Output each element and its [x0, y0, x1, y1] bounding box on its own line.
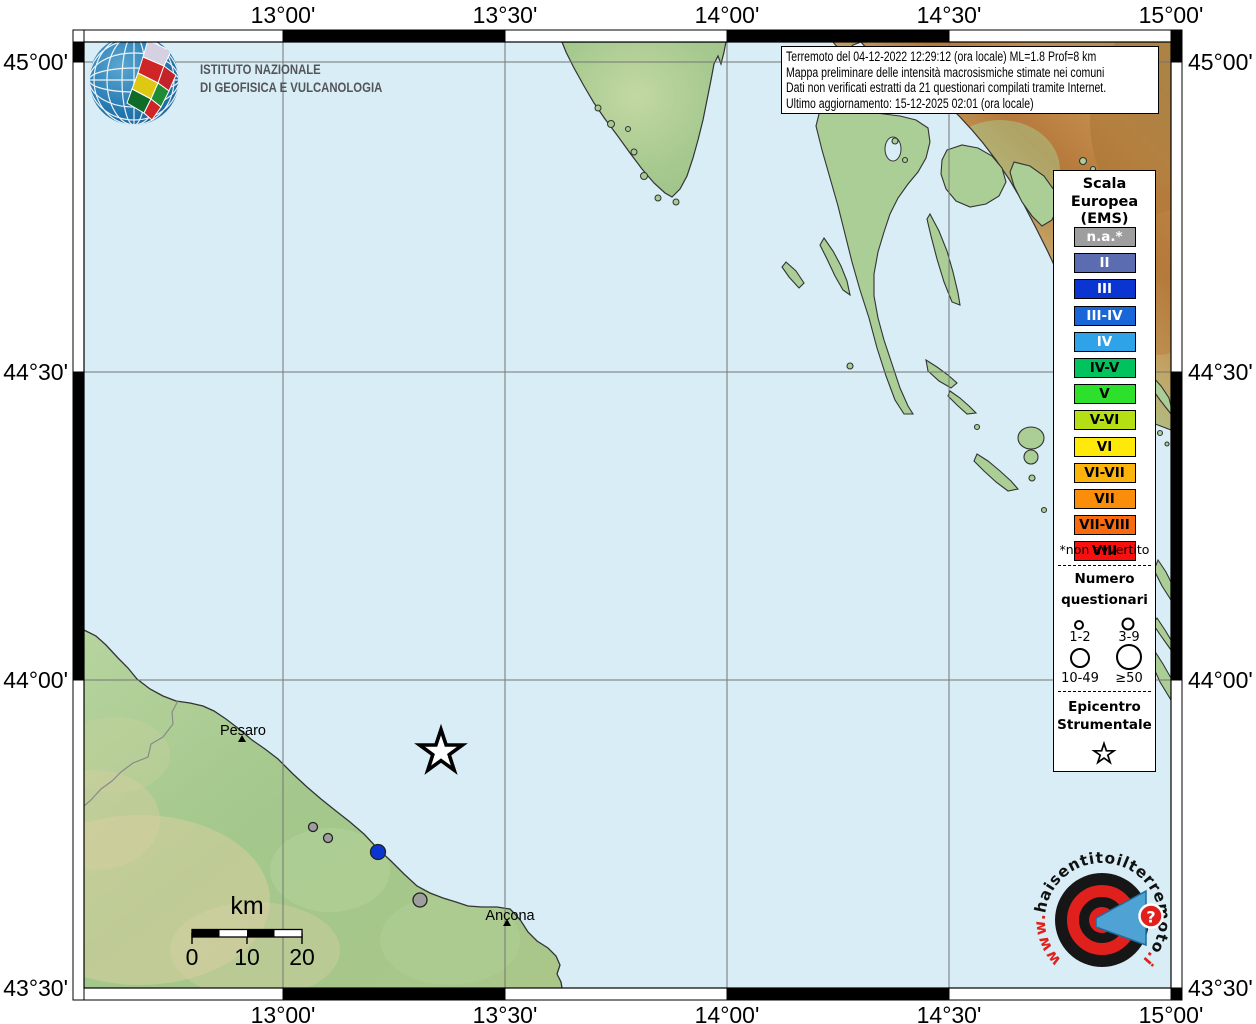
earthquake-info-box: Terremoto del 04-12-2022 12:29:12 (ora l… [781, 46, 1159, 115]
legend-separator-1 [1058, 565, 1151, 566]
legend-epicentro-title-2: Strumentale [1057, 717, 1152, 733]
axis-bottom-13-00: 13°00' [250, 1002, 316, 1024]
scalebar-20: 20 [289, 944, 315, 970]
scale-bar [191, 928, 303, 944]
observation-dot-n.a. [412, 892, 428, 908]
legend-separator-2 [1058, 691, 1151, 692]
epicenter-star [414, 723, 468, 775]
legend-scale-item: II [1073, 253, 1136, 274]
axis-bottom-15-00: 15°00' [1138, 1002, 1204, 1024]
scalebar-0: 0 [185, 944, 199, 970]
city-label-ancona: Ancona [485, 908, 535, 924]
questionari-size-symbols [1070, 617, 1142, 670]
size-label-50: ≥50 [1115, 671, 1143, 686]
ancona-marker [503, 919, 511, 926]
scalebar-unit: km [230, 892, 264, 920]
info-line-map: Mappa preliminare delle intensità macros… [786, 64, 1105, 80]
legend-scale-item: IV [1073, 331, 1136, 352]
legend-scale-item: VI [1073, 436, 1136, 457]
map-frame [72, 29, 1183, 1001]
legend-scale-item: n.a.* [1073, 227, 1136, 247]
city-markers [238, 735, 511, 926]
axis-bottom-14-30: 14°30' [916, 1002, 982, 1024]
region-boundary [83, 700, 179, 807]
legend-numero-title-2: questionari [1061, 592, 1148, 608]
info-line-data: Dati non verificati estratti da 21 quest… [786, 80, 1107, 96]
scalebar-10: 10 [234, 944, 260, 970]
observation-dot-n.a. [322, 832, 334, 844]
question-badge [1138, 903, 1164, 929]
question-mark: ? [1146, 908, 1155, 927]
legend-title: Scala Europea (EMS) [1070, 176, 1139, 227]
ingv-logo-line2: DI GEOFISICA E VULCANOLOGIA [200, 80, 383, 95]
legend-scale-item: V-VI [1073, 410, 1136, 431]
axis-left-43-30: 43°30' [3, 975, 68, 1001]
axis-right-43-30: 43°30' [1188, 975, 1253, 1001]
adriatic-islands [781, 105, 1172, 702]
ingv-globe-logo [89, 35, 179, 125]
size-label-1-2: 1-2 [1069, 630, 1091, 645]
legend-scale-item: VII [1073, 488, 1136, 509]
axis-bottom-14-00: 14°00' [694, 1002, 760, 1024]
epicenter-legend-symbol [1091, 740, 1117, 765]
legend-scale-rows: n.a.* II III III-IV IV IV-V V V-VI VI VI-VII VII VI… [1054, 227, 1155, 567]
pesaro-marker [238, 735, 246, 742]
axis-top-13-00: 13°00' [250, 2, 316, 28]
axis-bottom-13-30: 13°30' [472, 1002, 538, 1024]
axis-left-44-00: 44°00' [3, 667, 68, 693]
city-label-pesaro: Pesaro [220, 723, 266, 739]
size-label-3-9: 3-9 [1118, 630, 1140, 645]
italy-landmass [83, 629, 563, 989]
legend-scale-item: VII-VIII [1073, 515, 1136, 536]
size-label-10-49: 10-49 [1061, 671, 1099, 686]
legend-panel: Scala Europea (EMS) n.a.* II III III-IV IV IV… [1053, 170, 1156, 772]
axis-top-13-30: 13°30' [472, 2, 538, 28]
legend-scale-item: III-IV [1073, 305, 1136, 326]
megaphone-icon [1095, 889, 1147, 947]
axis-top-14-00: 14°00' [694, 2, 760, 28]
axis-right-45-00: 45°00' [1188, 49, 1253, 75]
ingv-logo-line1: ISTITUTO NAZIONALE [200, 62, 321, 77]
legend-scale-item: V [1073, 384, 1136, 405]
legend-scale-item: VIII [1073, 541, 1136, 562]
observation-layer [307, 723, 468, 908]
axis-top-15-00: 15°00' [1138, 2, 1204, 28]
legend-scale-item: III [1073, 279, 1136, 300]
istria-peninsula [561, 41, 727, 206]
observation-dot-n.a. [307, 821, 319, 833]
info-line-update: Ultimo aggiornamento: 15-12-2025 02:01 (… [786, 95, 1034, 111]
axis-left-44-30: 44°30' [3, 359, 68, 385]
observation-dot-III [369, 843, 387, 861]
legend-scale-item: VI-VII [1073, 462, 1136, 483]
axis-left-45-00: 45°00' [3, 49, 68, 75]
legend-numero-title-1: Numero [1074, 571, 1135, 587]
axis-top-14-30: 14°30' [916, 2, 982, 28]
legend-scale-item: IV-V [1073, 357, 1136, 378]
legend-epicentro-title-1: Epicentro [1068, 699, 1141, 715]
info-line-event: Terremoto del 04-12-2022 12:29:12 (ora l… [786, 49, 1097, 64]
axis-right-44-00: 44°00' [1188, 667, 1253, 693]
axis-right-44-30: 44°30' [1188, 359, 1253, 385]
legend-footnote: *non avvertito [1059, 542, 1150, 557]
